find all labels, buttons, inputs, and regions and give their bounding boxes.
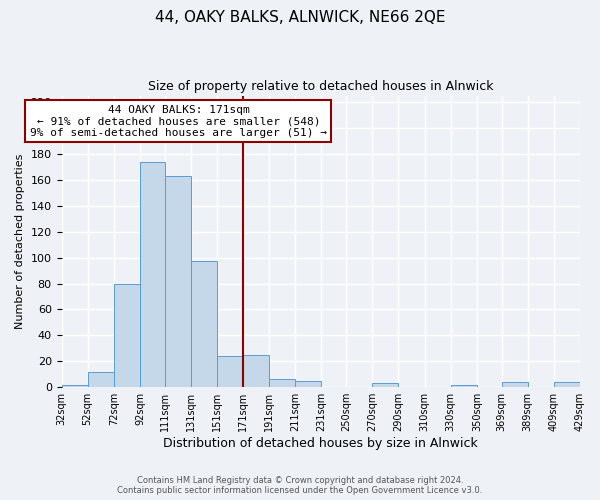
Bar [451,384,477,387]
X-axis label: Distribution of detached houses by size in Alnwick: Distribution of detached houses by size … [163,437,478,450]
Bar [373,384,398,387]
Bar [502,382,528,387]
Bar [114,284,140,387]
Text: 44, OAKY BALKS, ALNWICK, NE66 2QE: 44, OAKY BALKS, ALNWICK, NE66 2QE [155,10,445,25]
Bar [217,356,243,387]
Bar [164,176,191,387]
Bar [88,372,114,387]
Bar [140,162,164,387]
Text: Contains HM Land Registry data © Crown copyright and database right 2024.
Contai: Contains HM Land Registry data © Crown c… [118,476,482,495]
Bar [269,380,295,387]
Title: Size of property relative to detached houses in Alnwick: Size of property relative to detached ho… [148,80,494,93]
Bar [295,380,322,387]
Y-axis label: Number of detached properties: Number of detached properties [15,154,25,329]
Bar [191,262,217,387]
Bar [243,355,269,387]
Text: 44 OAKY BALKS: 171sqm
← 91% of detached houses are smaller (548)
9% of semi-deta: 44 OAKY BALKS: 171sqm ← 91% of detached … [30,104,327,138]
Bar [62,384,88,387]
Bar [554,382,580,387]
